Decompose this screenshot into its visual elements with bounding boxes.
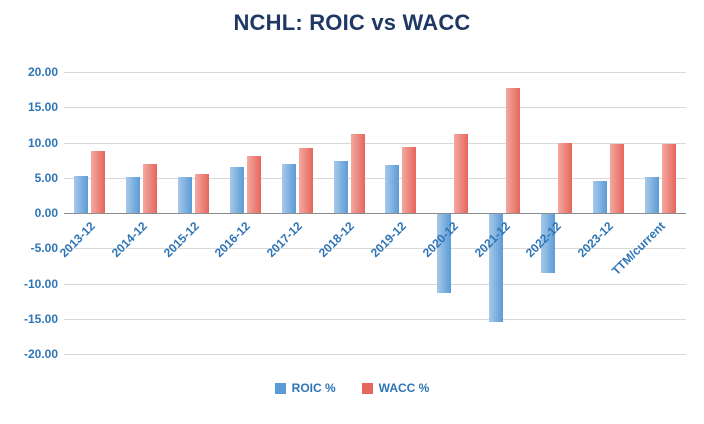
legend-item-wacc: WACC % bbox=[361, 381, 430, 395]
gridline bbox=[64, 248, 686, 250]
bar-wacc bbox=[195, 174, 210, 213]
bar-roic bbox=[385, 165, 400, 213]
bar-roic bbox=[592, 181, 607, 213]
y-axis-tick-label: 5.00 bbox=[34, 170, 58, 185]
plot-area: 2013-12 2014-12 2015-12 2016-12 2017-12 2018-… bbox=[57, 72, 686, 355]
zero-axis-line bbox=[64, 213, 686, 214]
legend: ROIC % WACC % bbox=[0, 381, 704, 395]
bar-roic bbox=[644, 177, 659, 213]
gridline bbox=[64, 107, 686, 109]
gridline bbox=[64, 177, 686, 179]
bar-wacc bbox=[661, 143, 676, 213]
bar-wacc bbox=[402, 146, 417, 213]
bar-roic bbox=[333, 160, 348, 213]
bar-roic bbox=[178, 177, 193, 213]
legend-swatch-roic bbox=[274, 382, 286, 394]
bar-wacc bbox=[91, 150, 106, 213]
y-axis-labels: 20.00 15.00 10.00 5.00 0.00 -5.00 -10.00 -15.00… bbox=[0, 65, 60, 361]
y-axis-tick-label: 10.00 bbox=[27, 135, 58, 150]
y-axis-tick-label: -15.00 bbox=[23, 311, 58, 326]
legend-label-wacc: WACC % bbox=[378, 381, 430, 395]
y-axis-tick-label: 15.00 bbox=[27, 100, 58, 115]
y-axis-tick-label: -5.00 bbox=[30, 241, 58, 256]
legend-label-roic: ROIC % bbox=[291, 381, 336, 395]
gridline bbox=[64, 142, 686, 144]
bar-wacc bbox=[246, 155, 261, 213]
bar-roic bbox=[489, 213, 504, 323]
bar-roic bbox=[540, 213, 555, 273]
bar-roic bbox=[281, 163, 296, 213]
bar-wacc bbox=[350, 134, 365, 213]
bar-roic bbox=[437, 213, 452, 293]
y-axis-tick-label: 0.00 bbox=[34, 206, 58, 220]
bar-roic bbox=[229, 167, 244, 213]
bar-wacc bbox=[506, 88, 521, 213]
chart-title: NCHL: ROIC vs WACC bbox=[233, 10, 471, 35]
gridline bbox=[64, 354, 686, 355]
gridline bbox=[64, 283, 686, 285]
bar-wacc bbox=[609, 143, 624, 213]
bar-roic bbox=[74, 176, 89, 213]
bar-roic bbox=[126, 177, 141, 213]
y-axis-tick-label: 20.00 bbox=[27, 65, 58, 79]
y-axis-tick-label: -20.00 bbox=[23, 347, 58, 361]
bar-wacc bbox=[557, 143, 572, 213]
y-axis-tick-label: -10.00 bbox=[23, 276, 58, 291]
legend-swatch-wacc bbox=[361, 382, 373, 394]
gridline bbox=[64, 318, 686, 320]
bar-wacc bbox=[298, 148, 313, 213]
bar-wacc bbox=[143, 163, 158, 213]
bar-wacc bbox=[454, 134, 469, 213]
gridline bbox=[64, 72, 686, 73]
legend-item-roic: ROIC % bbox=[274, 381, 336, 395]
